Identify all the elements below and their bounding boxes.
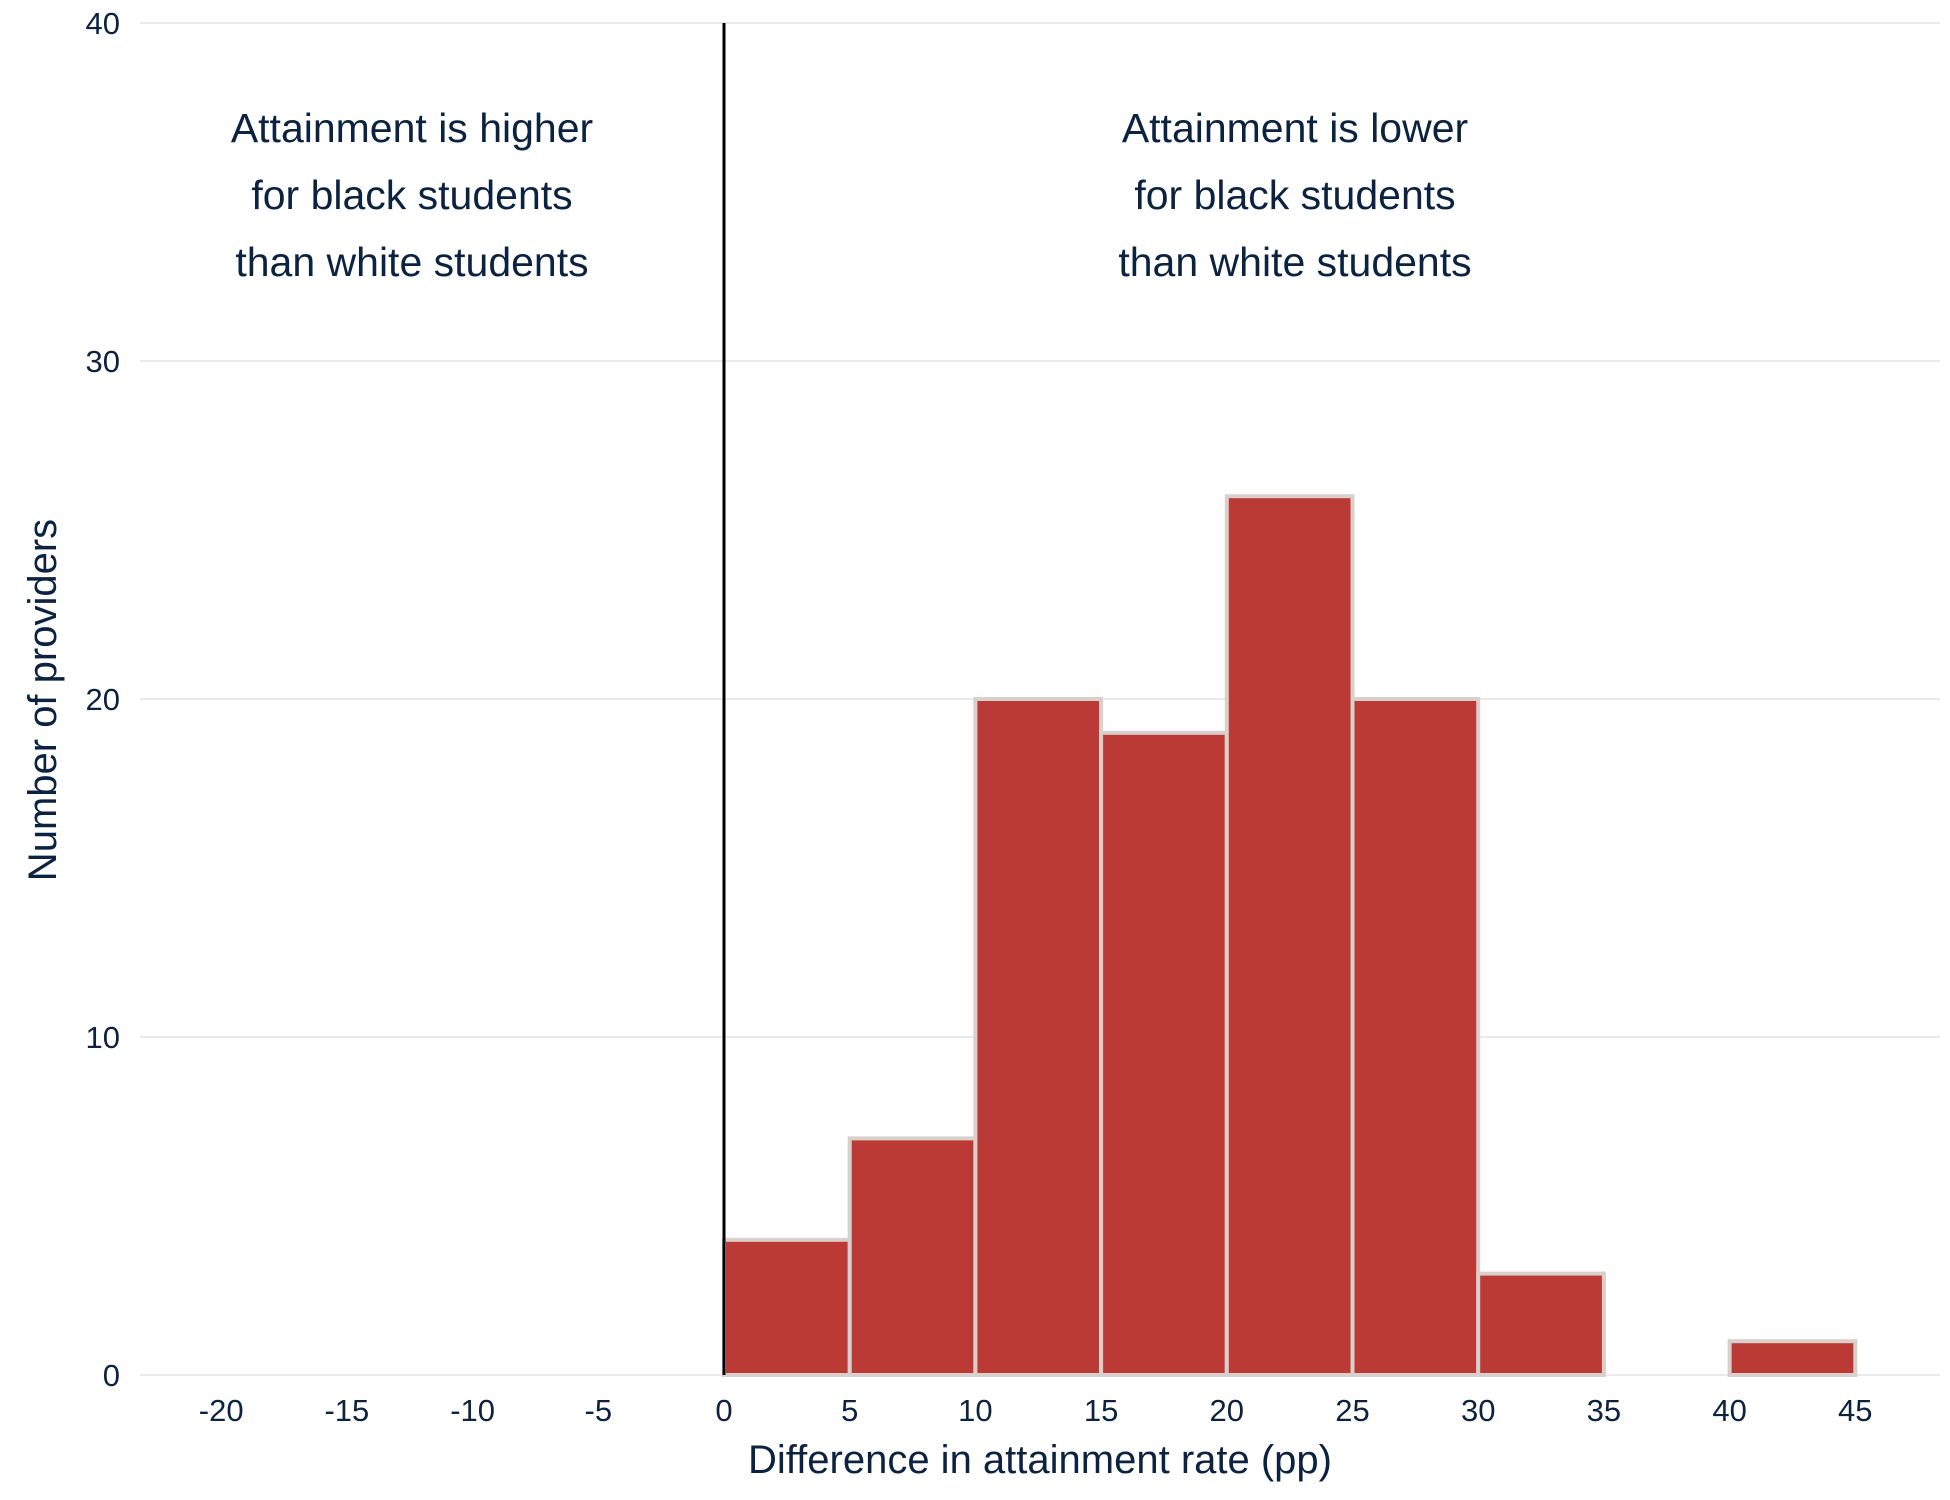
x-axis-label: Difference in attainment rate (pp) <box>748 1438 1332 1482</box>
x-tick-label: -5 <box>585 1393 613 1428</box>
x-tick-label: 45 <box>1838 1393 1872 1428</box>
annotation-text: Attainment is higher for black students th… <box>231 105 593 285</box>
y-tick-label: 30 <box>86 344 120 379</box>
x-tick-label: -10 <box>450 1393 495 1428</box>
histogram-bar <box>722 1237 852 1378</box>
annotation-line: Attainment is lower <box>1122 105 1468 151</box>
x-tick-label: 5 <box>841 1393 858 1428</box>
y-tick-labels: 0 10 20 30 40 <box>86 6 120 1393</box>
annotation-line: than white students <box>235 239 588 285</box>
histogram-bars <box>722 494 1858 1378</box>
x-tick-label: 40 <box>1712 1393 1746 1428</box>
histogram-bar <box>1727 1339 1858 1377</box>
annotation-line: for black students <box>1134 172 1455 218</box>
histogram-bar <box>973 697 1104 1377</box>
x-tick-labels: -20 -15 -10 -5 0 5 10 15 20 25 30 35 40 45 <box>199 1393 1873 1428</box>
histogram-bar <box>847 1136 978 1378</box>
y-tick-label: 20 <box>86 682 120 717</box>
y-tick-label: 0 <box>103 1358 120 1393</box>
x-tick-label: 0 <box>715 1393 732 1428</box>
x-tick-label: 35 <box>1587 1393 1621 1428</box>
y-axis-label: Number of providers <box>21 519 65 881</box>
x-tick-label: 25 <box>1335 1393 1369 1428</box>
histogram-bar <box>1350 697 1481 1377</box>
x-tick-label: 30 <box>1461 1393 1495 1428</box>
histogram-bar <box>1099 730 1229 1377</box>
annotation-line: Attainment is higher <box>231 105 593 151</box>
x-tick-label: -20 <box>199 1393 244 1428</box>
x-tick-label: 10 <box>958 1393 992 1428</box>
histogram-bar <box>1224 494 1355 1377</box>
y-tick-label: 40 <box>86 6 120 41</box>
annotation-text: Attainment is lower for black students tha… <box>1118 105 1471 285</box>
annotations: Attainment is higher for black students th… <box>231 105 1472 285</box>
y-tick-label: 10 <box>86 1020 120 1055</box>
histogram-bar <box>1476 1271 1606 1377</box>
x-tick-label: -15 <box>324 1393 369 1428</box>
x-tick-label: 15 <box>1084 1393 1118 1428</box>
annotation-line: for black students <box>251 172 572 218</box>
x-tick-label: 20 <box>1210 1393 1244 1428</box>
annotation-line: than white students <box>1118 239 1471 285</box>
